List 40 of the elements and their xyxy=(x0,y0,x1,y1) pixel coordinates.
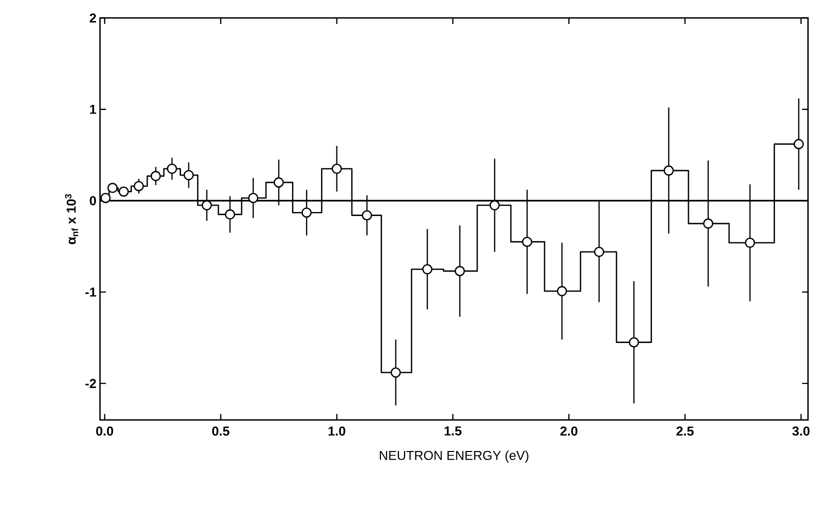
point xyxy=(107,182,118,194)
point xyxy=(248,192,258,204)
x-tick-label: 2.5 xyxy=(676,426,694,436)
point xyxy=(134,180,144,192)
point xyxy=(390,367,401,378)
point xyxy=(490,200,500,210)
point xyxy=(664,165,674,176)
point xyxy=(274,177,284,188)
point xyxy=(202,200,212,210)
point xyxy=(703,218,714,229)
point xyxy=(150,170,161,182)
point xyxy=(332,164,342,174)
point xyxy=(301,207,312,218)
x-tick-label: 0.5 xyxy=(212,426,230,436)
point xyxy=(362,210,372,220)
y-tick-label: 2 xyxy=(90,13,96,23)
y-tick-label: 1 xyxy=(90,104,96,114)
x-tick-label: 3.0 xyxy=(792,426,810,436)
y-tick-label: -2 xyxy=(85,378,96,388)
x-tick-label: 2.0 xyxy=(560,426,578,436)
point xyxy=(594,246,604,258)
x-tick-label: 1.0 xyxy=(328,426,346,436)
point xyxy=(118,186,129,197)
point xyxy=(744,238,756,248)
x-axis-title: NEUTRON ENERGY (eV) xyxy=(380,450,528,463)
y-tick-label: -1 xyxy=(85,288,96,297)
x-tick-label: 1.5 xyxy=(444,426,462,436)
point xyxy=(166,164,178,174)
point xyxy=(556,286,568,296)
point xyxy=(794,138,804,150)
x-tick-label: 0.0 xyxy=(96,426,114,436)
point xyxy=(522,236,532,247)
point xyxy=(100,192,111,204)
y-tick-label: 0 xyxy=(90,196,96,206)
point xyxy=(184,170,194,180)
y-axis-title: α$_{nf}$ x 10$^{3}$ xyxy=(65,194,78,244)
point xyxy=(628,337,640,348)
point xyxy=(422,264,432,274)
point xyxy=(224,209,236,220)
point xyxy=(454,266,465,276)
